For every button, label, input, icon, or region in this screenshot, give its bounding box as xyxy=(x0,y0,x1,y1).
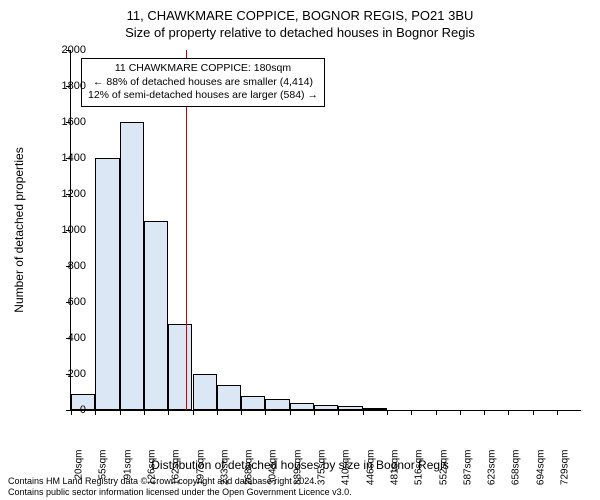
y-tick-label: 1200 xyxy=(62,188,86,200)
y-tick-label: 1800 xyxy=(62,80,86,92)
x-tick-mark xyxy=(557,410,558,415)
y-tick-label: 400 xyxy=(68,332,86,344)
x-tick-mark xyxy=(95,410,96,415)
histogram-bar xyxy=(314,405,338,410)
x-tick-mark xyxy=(338,410,339,415)
x-tick-mark xyxy=(387,410,388,415)
y-tick-label: 1400 xyxy=(62,152,86,164)
histogram-bar xyxy=(363,408,387,410)
histogram-bar xyxy=(144,221,168,410)
histogram-bar xyxy=(95,158,119,410)
x-tick-mark xyxy=(265,410,266,415)
histogram-bar xyxy=(290,403,314,410)
x-tick-mark xyxy=(436,410,437,415)
annotation-box: 11 CHAWKMARE COPPICE: 180sqm← 88% of det… xyxy=(81,58,325,107)
histogram-bar xyxy=(120,122,144,410)
chart-title-line2: Size of property relative to detached ho… xyxy=(0,23,600,40)
histogram-bar xyxy=(168,324,192,410)
histogram-bar xyxy=(217,385,241,410)
annotation-line: ← 88% of detached houses are smaller (4,… xyxy=(88,76,318,90)
histogram-bar xyxy=(241,396,265,410)
annotation-line: 12% of semi-detached houses are larger (… xyxy=(88,89,318,103)
x-tick-mark xyxy=(484,410,485,415)
y-tick-label: 1600 xyxy=(62,116,86,128)
y-tick-label: 800 xyxy=(68,260,86,272)
x-tick-mark xyxy=(314,410,315,415)
chart-title-line1: 11, CHAWKMARE COPPICE, BOGNOR REGIS, PO2… xyxy=(0,0,600,23)
footer-attribution: Contains HM Land Registry data © Crown c… xyxy=(8,476,352,498)
x-tick-mark xyxy=(508,410,509,415)
y-tick-label: 200 xyxy=(68,368,86,380)
x-tick-mark xyxy=(533,410,534,415)
y-tick-label: 2000 xyxy=(62,44,86,56)
y-tick-label: 0 xyxy=(80,404,86,416)
y-tick-label: 1000 xyxy=(62,224,86,236)
plot-area: 20sqm55sqm91sqm126sqm162sqm197sqm233sqm2… xyxy=(70,50,581,411)
annotation-line: 11 CHAWKMARE COPPICE: 180sqm xyxy=(88,62,318,76)
y-tick-label: 600 xyxy=(68,296,86,308)
histogram-bar xyxy=(265,399,289,410)
x-axis-label: Distribution of detached houses by size … xyxy=(0,458,600,472)
chart-container: 11, CHAWKMARE COPPICE, BOGNOR REGIS, PO2… xyxy=(0,0,600,500)
histogram-bar xyxy=(338,406,362,410)
y-axis-label: Number of detached properties xyxy=(12,147,26,312)
x-tick-mark xyxy=(193,410,194,415)
x-tick-mark xyxy=(290,410,291,415)
x-tick-mark xyxy=(411,410,412,415)
x-tick-mark xyxy=(363,410,364,415)
footer-line1: Contains HM Land Registry data © Crown c… xyxy=(8,476,352,487)
x-tick-mark xyxy=(241,410,242,415)
x-tick-mark xyxy=(120,410,121,415)
x-tick-mark xyxy=(217,410,218,415)
x-tick-mark xyxy=(71,410,72,415)
histogram-bar xyxy=(193,374,217,410)
x-tick-mark xyxy=(460,410,461,415)
footer-line2: Contains public sector information licen… xyxy=(8,487,352,498)
x-tick-mark xyxy=(168,410,169,415)
x-tick-mark xyxy=(144,410,145,415)
